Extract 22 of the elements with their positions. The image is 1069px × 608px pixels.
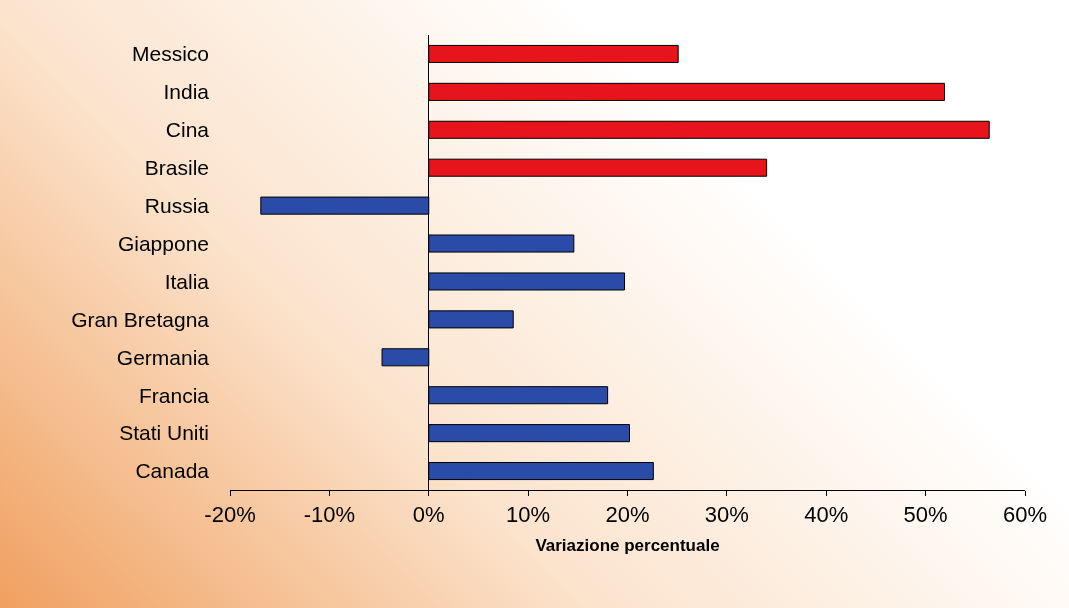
x-tick-label: -20% — [204, 502, 256, 528]
y-tick-label: Francia — [138, 383, 210, 407]
y-tick-label: Germania — [116, 345, 210, 369]
y-tick-label: India — [163, 80, 210, 104]
y-tick-label: Giappone — [117, 231, 209, 255]
x-tick-label: 10% — [506, 502, 551, 528]
x-tick-label: 60% — [1002, 502, 1048, 528]
y-tick-label: Italia — [164, 269, 210, 293]
y-tick-label: Gran Bretagna — [71, 307, 210, 331]
y-tick-label: Brasile — [144, 156, 209, 180]
y-tick-label: Canada — [135, 459, 210, 483]
x-tick-label: 20% — [605, 502, 650, 528]
x-tick-label: 30% — [704, 502, 749, 528]
y-tick-label: Russia — [144, 193, 210, 217]
y-tick-label: Stati Uniti — [119, 421, 209, 445]
x-tick-label: -10% — [303, 502, 356, 528]
x-tick-label: 50% — [903, 502, 948, 528]
y-tick-label: Messico — [131, 42, 209, 66]
y-tick-label: Cina — [165, 118, 210, 142]
x-axis-title: Variazione percentuale — [535, 535, 720, 555]
x-tick-label: 0% — [412, 502, 445, 528]
x-tick-label: 40% — [804, 502, 849, 528]
